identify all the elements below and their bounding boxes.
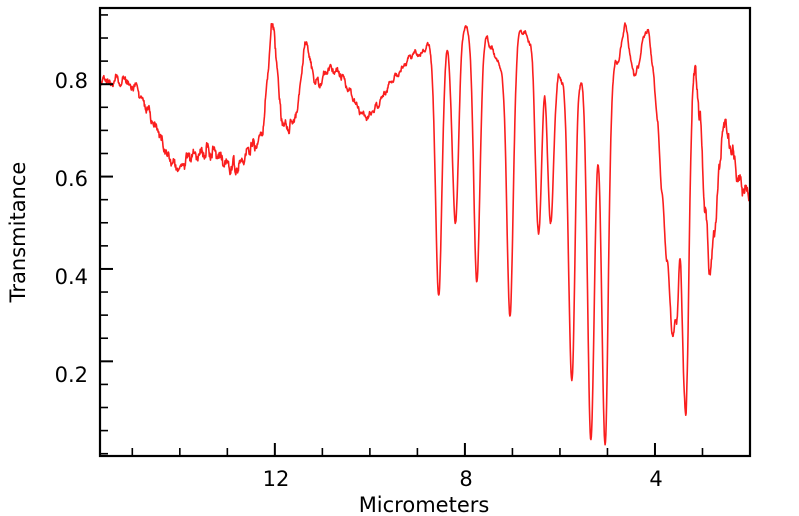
x-tick-label-2: 4 bbox=[649, 467, 662, 491]
x-axis-major-ticks bbox=[273, 443, 656, 456]
y-axis-title: Transmitance bbox=[6, 162, 30, 304]
x-axis-minor-ticks bbox=[131, 448, 704, 456]
y-tick-label-3: 0.2 bbox=[55, 363, 88, 387]
y-axis-major-ticks bbox=[100, 83, 113, 363]
y-tick-label-1: 0.6 bbox=[55, 167, 88, 191]
transmittance-curve bbox=[99, 22, 751, 446]
plot-area-background bbox=[100, 8, 750, 456]
x-tick-label-1: 8 bbox=[459, 467, 472, 491]
axis-frame bbox=[98, 6, 752, 458]
y-tick-label-2: 0.4 bbox=[55, 265, 88, 289]
y-tick-label-0: 0.8 bbox=[55, 69, 88, 93]
x-axis-title: Micrometers bbox=[359, 493, 490, 516]
y-axis-minor-ticks bbox=[100, 14, 108, 455]
x-tick-label-0: 12 bbox=[263, 467, 290, 491]
